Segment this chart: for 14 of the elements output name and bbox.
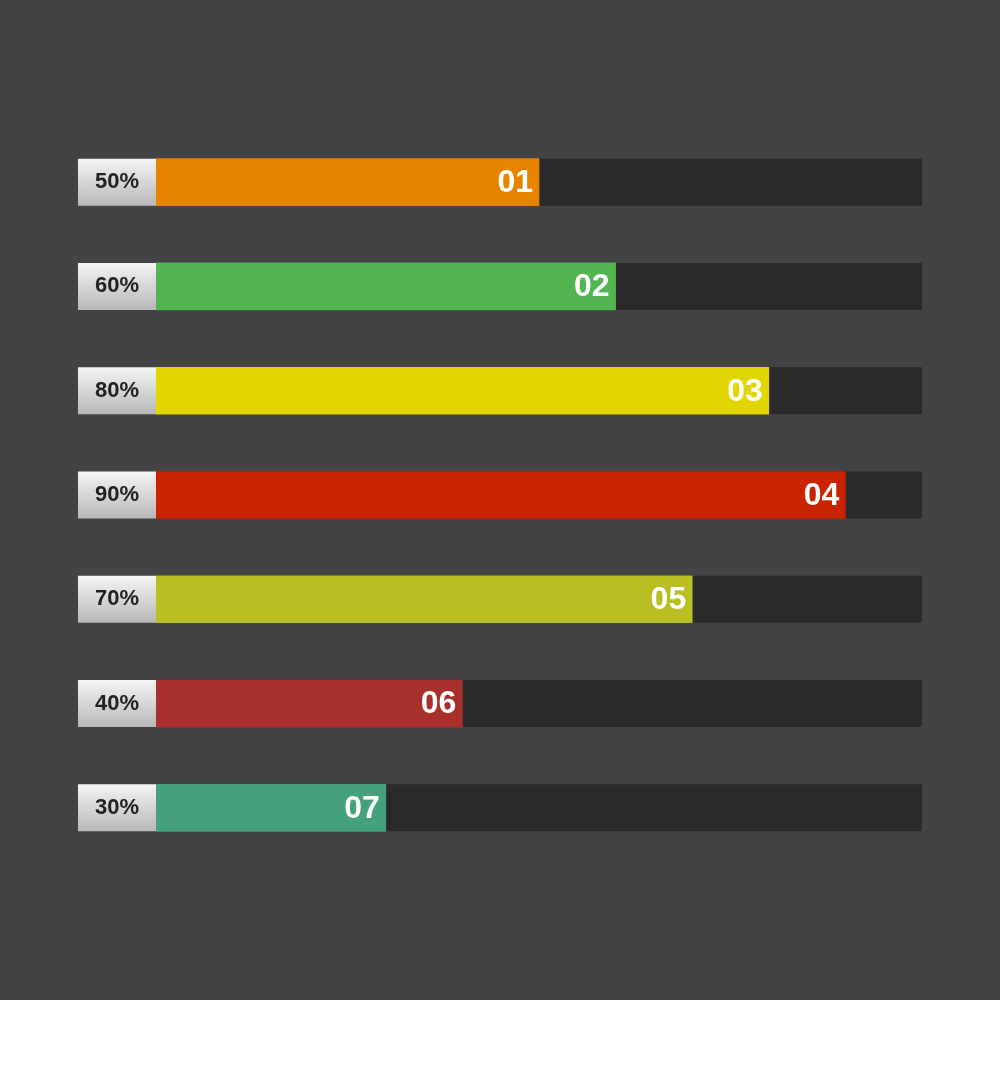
data-label: 30% [94,793,140,819]
data-label: 80% [94,376,140,402]
y-tick-label: 05 [650,580,687,617]
y-tick-label: 02 [574,267,610,304]
y-tick-label: 01 [497,162,533,199]
y-tick-label: 03 [727,371,763,408]
y-tick-label: 04 [803,475,840,512]
data-label: 70% [94,585,140,611]
data-label: 50% [94,168,140,194]
data-label: 60% [94,272,140,298]
data-label: 90% [94,481,140,507]
y-tick-label: 07 [344,788,380,825]
data-label: 40% [94,689,140,715]
y-tick-label: 06 [420,684,457,721]
